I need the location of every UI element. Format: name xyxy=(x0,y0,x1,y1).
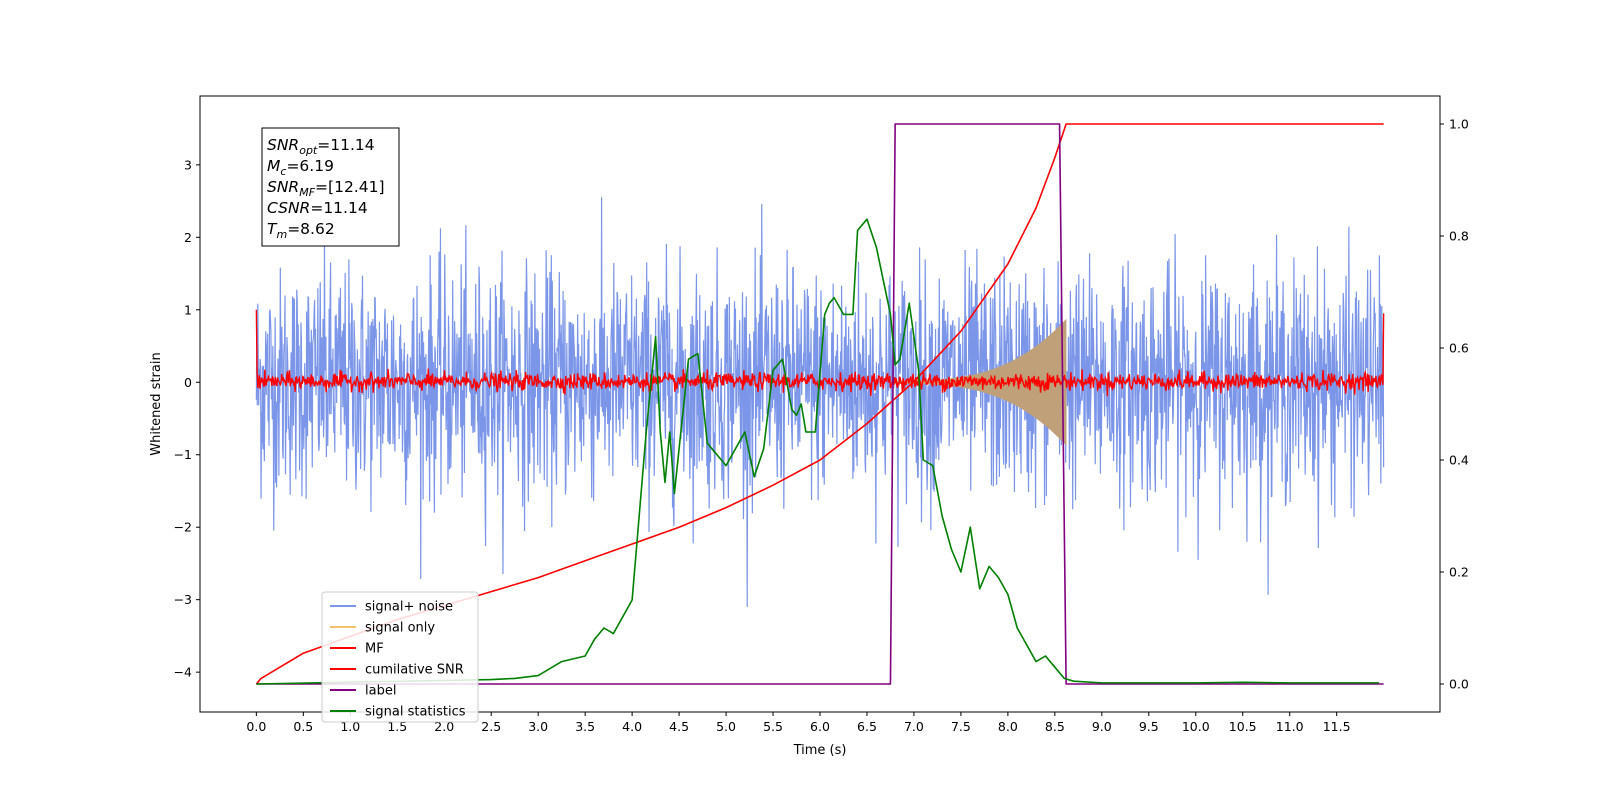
y2-tick-label: 1.0 xyxy=(1449,117,1469,132)
series-signal-statistics-line xyxy=(256,218,1379,685)
x-axis-label: Time (s) xyxy=(793,743,847,758)
x-tick-label: 8.0 xyxy=(998,719,1018,734)
plot-area xyxy=(255,123,1385,685)
legend-label: label xyxy=(365,684,396,699)
x-tick-label: 10.5 xyxy=(1229,719,1257,734)
x-tick-label: 11.0 xyxy=(1276,719,1304,734)
legend-label: MF xyxy=(365,642,384,657)
y-tick-label: −2 xyxy=(174,520,192,535)
annotation-line: Tm=8.62 xyxy=(267,220,335,241)
y-tick-label: 0 xyxy=(184,375,192,390)
y2-tick-label: 0.8 xyxy=(1449,229,1469,244)
x-axis: 0.0 0.5 1.0 1.5 2.0 2.5 3.0 3.5 4.0 4.5 5.0 5.5 6.0 6… xyxy=(246,712,1351,734)
x-tick-label: 9.5 xyxy=(1139,719,1159,734)
x-tick-label: 5.0 xyxy=(716,719,736,734)
x-tick-label: 11.5 xyxy=(1323,719,1351,734)
metrics-annotation-box: SNRopt=11.14Mc=6.19SNRMF=[12.41]CSNR=11.… xyxy=(261,127,400,247)
y-tick-label: 3 xyxy=(184,157,192,172)
x-tick-label: 6.5 xyxy=(857,719,877,734)
y-axis-left: 3 2 1 0 −1 −2 −3 −4 xyxy=(174,157,200,680)
x-tick-label: 7.0 xyxy=(904,719,924,734)
y-tick-label: −1 xyxy=(174,447,192,462)
annotation-line: SNRMF=[12.41] xyxy=(267,178,385,199)
x-tick-label: 2.5 xyxy=(481,719,501,734)
x-tick-label: 9.0 xyxy=(1092,719,1112,734)
legend-frame xyxy=(321,591,479,723)
x-tick-label: 8.5 xyxy=(1045,719,1065,734)
y-tick-label: −4 xyxy=(174,665,192,680)
y2-tick-label: 0.6 xyxy=(1449,341,1469,356)
x-tick-label: 3.5 xyxy=(575,719,595,734)
y-tick-label: 2 xyxy=(184,230,192,245)
x-tick-label: 4.0 xyxy=(622,719,642,734)
y-axis-label: Whitened strain xyxy=(149,352,164,455)
legend: signal+ noise signal only MF cumilative SNR… xyxy=(321,591,479,723)
x-tick-label: 10.0 xyxy=(1182,719,1210,734)
x-tick-label: 6.0 xyxy=(810,719,830,734)
x-tick-label: 5.5 xyxy=(763,719,783,734)
legend-label: signal statistics xyxy=(365,705,466,720)
x-tick-label: 4.5 xyxy=(669,719,689,734)
y-tick-label: −3 xyxy=(174,592,192,607)
x-tick-label: 1.0 xyxy=(340,719,360,734)
annotation-frame xyxy=(261,127,400,247)
y-tick-label: 1 xyxy=(184,302,192,317)
x-tick-label: 7.5 xyxy=(951,719,971,734)
y-axis-right: 1.0 0.8 0.6 0.4 0.2 0.0 xyxy=(1440,117,1469,692)
annotation-line: CSNR=11.14 xyxy=(267,199,368,217)
series-label-line xyxy=(256,123,1384,685)
y2-tick-label: 0.0 xyxy=(1449,677,1469,692)
legend-label: cumilative SNR xyxy=(365,663,464,678)
x-tick-label: 1.5 xyxy=(387,719,407,734)
x-tick-label: 2.0 xyxy=(434,719,454,734)
y2-tick-label: 0.4 xyxy=(1449,453,1469,468)
x-tick-label: 0.0 xyxy=(246,719,266,734)
x-tick-label: 3.0 xyxy=(528,719,548,734)
annotation-line: SNRopt=11.14 xyxy=(267,136,375,157)
y2-tick-label: 0.2 xyxy=(1449,565,1469,580)
legend-label: signal+ noise xyxy=(365,600,453,615)
series-signal-plus-noise-line xyxy=(255,197,1385,607)
annotation-line: Mc=6.19 xyxy=(267,157,334,178)
legend-label: signal only xyxy=(365,621,435,636)
x-tick-label: 0.5 xyxy=(293,719,313,734)
